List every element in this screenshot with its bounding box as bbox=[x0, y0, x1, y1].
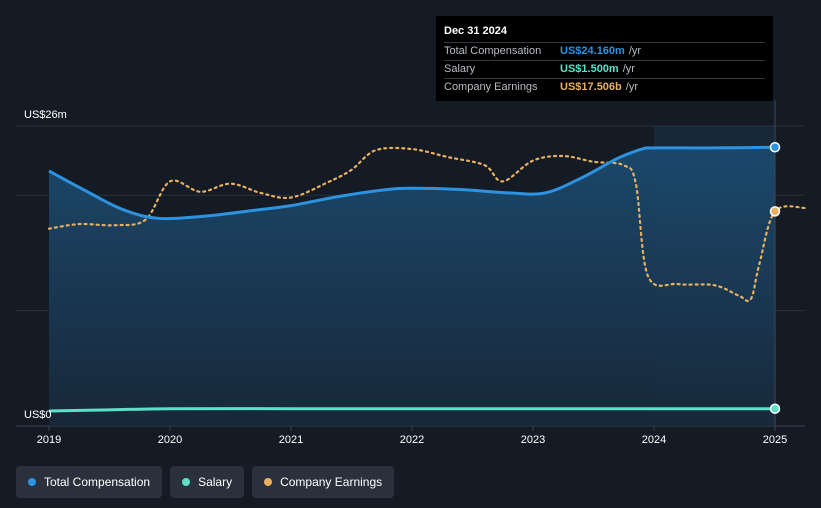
x-tick-label: 2020 bbox=[158, 434, 182, 446]
y-bottom-label: US$0 bbox=[24, 409, 52, 421]
tooltip-row-company-earnings: Company Earnings US$17.506b /yr bbox=[444, 78, 765, 96]
end-markers bbox=[769, 141, 781, 414]
end-marker-total-compensation bbox=[769, 141, 781, 153]
tooltip-label: Total Compensation bbox=[444, 45, 542, 57]
x-tick-label: 2019 bbox=[37, 434, 61, 446]
compensation-chart: 2019 2020 2021 2022 2023 2024 2025 US$26m US$0 bbox=[16, 100, 807, 446]
x-tick-label: 2025 bbox=[763, 434, 787, 446]
tooltip-row-salary: Salary US$1.500m /yr bbox=[444, 60, 765, 78]
tooltip-date: Dec 31 2024 bbox=[444, 25, 507, 37]
legend-item-total-compensation[interactable]: Total Compensation bbox=[16, 466, 163, 498]
total-compensation-area bbox=[49, 147, 775, 426]
tooltip-label: Salary bbox=[444, 63, 476, 75]
company-earnings-line bbox=[47, 146, 807, 303]
salary-line bbox=[48, 407, 776, 413]
legend-label: Salary bbox=[198, 475, 233, 489]
total-compensation-line bbox=[48, 145, 776, 221]
tooltip-value: US$24.160m bbox=[560, 45, 625, 57]
tooltip-label: Company Earnings bbox=[444, 81, 538, 93]
legend-label: Total Compensation bbox=[44, 475, 151, 489]
y-top-label: US$26m bbox=[24, 109, 67, 121]
end-marker-company-earnings bbox=[769, 206, 781, 217]
legend-label: Company Earnings bbox=[280, 475, 383, 489]
tooltip-unit: /yr bbox=[628, 45, 642, 57]
x-tick-label: 2021 bbox=[279, 434, 303, 446]
tooltip-value: US$17.506b bbox=[560, 81, 622, 93]
tooltip: Dec 31 2024 Total Compensation US$24.160… bbox=[436, 16, 773, 101]
x-axis: 2019 2020 2021 2022 2023 2024 2025 bbox=[37, 426, 787, 446]
legend-dot-icon bbox=[264, 478, 273, 486]
legend-item-company-earnings[interactable]: Company Earnings bbox=[252, 466, 395, 498]
legend: Total Compensation Salary Company Earnin… bbox=[16, 466, 395, 498]
x-tick-label: 2022 bbox=[400, 434, 424, 446]
tooltip-unit: /yr bbox=[622, 63, 635, 75]
x-tick-label: 2024 bbox=[642, 434, 666, 446]
tooltip-value: US$1.500m bbox=[560, 63, 619, 75]
legend-dot-icon bbox=[28, 478, 36, 486]
end-marker-salary bbox=[769, 403, 781, 414]
tooltip-unit: /yr bbox=[625, 81, 638, 93]
legend-dot-icon bbox=[182, 478, 191, 486]
x-tick-label: 2023 bbox=[521, 434, 545, 446]
legend-item-salary[interactable]: Salary bbox=[170, 466, 245, 498]
tooltip-row-total-compensation: Total Compensation US$24.160m /yr bbox=[444, 42, 765, 60]
